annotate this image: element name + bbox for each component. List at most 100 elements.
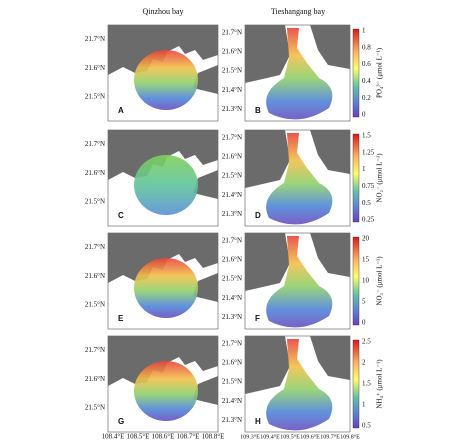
lon-label: 109.6°E — [300, 433, 320, 440]
colorbar-tick: 0.4 — [362, 77, 371, 85]
lat-label: 21.7°N — [222, 236, 242, 244]
land — [108, 130, 218, 180]
land — [310, 130, 350, 174]
panel-letter: G — [118, 417, 124, 426]
land — [310, 336, 350, 380]
lat-label: 21.6°N — [222, 358, 242, 366]
column-title: Tieshangang bay — [271, 7, 325, 16]
colorbar-tick: 0 — [362, 111, 366, 119]
lon-label: 108.6°E — [152, 433, 175, 440]
lat-label: 21.4°N — [222, 86, 242, 94]
lat-label: 21.4°N — [222, 397, 242, 405]
colorbar-tick: 0.5 — [362, 199, 371, 207]
panel-letter: E — [118, 314, 124, 323]
lat-label: 21.5°N — [85, 198, 105, 206]
lat-label: 21.7°N — [85, 346, 105, 354]
land — [193, 376, 218, 405]
colorbar-tick: 0 — [362, 319, 366, 327]
lon-label: 109.5°E — [280, 433, 300, 440]
land — [193, 273, 218, 302]
lon-label: 108.4°E — [102, 433, 125, 440]
lon-label: 109.3°E — [240, 433, 260, 440]
lat-label: 21.6°N — [85, 169, 105, 177]
panel-letter: A — [118, 106, 124, 115]
concentration-field — [266, 339, 333, 431]
colorbar-tick: 10 — [362, 277, 370, 285]
concentration-field — [266, 28, 333, 120]
lat-label: 21.3°N — [222, 416, 242, 424]
colorbar-tick: 0.8 — [362, 43, 371, 51]
lat-label: 21.7°N — [85, 140, 105, 148]
panel-letter: F — [255, 314, 260, 323]
lat-label: 21.3°N — [222, 105, 242, 113]
panel-letter: D — [255, 211, 261, 220]
lat-label: 21.6°N — [85, 64, 105, 72]
land — [245, 130, 290, 188]
lat-label: 21.7°N — [222, 28, 242, 36]
colorbar-tick: 5 — [362, 298, 366, 306]
concentration-field — [134, 155, 198, 215]
colorbar-label: PO₄³⁻ (μmol L⁻¹) — [376, 47, 384, 98]
lat-label: 21.7°N — [85, 35, 105, 43]
colorbar-tick: 2 — [362, 359, 366, 367]
colorbar-tick: 1 — [362, 27, 366, 35]
colorbar-tick: 0.75 — [362, 182, 375, 190]
lat-label: 21.6°N — [85, 272, 105, 280]
lon-label: 109.7°E — [320, 433, 340, 440]
lat-label: 21.5°N — [222, 378, 242, 386]
colorbar — [352, 236, 360, 326]
land — [310, 233, 350, 277]
colorbar-tick: 0.5 — [362, 422, 371, 430]
lat-label: 21.5°N — [222, 172, 242, 180]
colorbar-label: NO₂⁻ (μmol L⁻¹) — [376, 153, 384, 203]
colorbar — [352, 133, 360, 223]
lat-label: 21.5°N — [85, 301, 105, 309]
land — [108, 233, 218, 283]
land — [108, 336, 218, 386]
panel-letter: H — [255, 417, 261, 426]
colorbar — [352, 339, 360, 429]
land — [193, 65, 218, 94]
lat-label: 21.6°N — [222, 152, 242, 160]
lat-label: 21.5°N — [222, 67, 242, 75]
lon-label: 109.4°E — [260, 433, 280, 440]
concentration-field — [134, 361, 198, 421]
panel-letter: C — [118, 211, 124, 220]
colorbar-tick: 20 — [362, 235, 370, 243]
lat-label: 21.3°N — [222, 210, 242, 218]
lat-label: 21.4°N — [222, 294, 242, 302]
colorbar-tick: 1 — [362, 165, 366, 173]
land — [245, 233, 290, 291]
lat-label: 21.7°N — [222, 133, 242, 141]
land — [108, 25, 218, 75]
lat-label: 21.5°N — [222, 275, 242, 283]
colorbar-tick: 1.5 — [362, 380, 371, 388]
land — [245, 25, 290, 83]
colorbar-tick: 15 — [362, 256, 370, 264]
land — [310, 25, 350, 69]
concentration-field — [266, 133, 333, 225]
colorbar — [352, 28, 360, 118]
lon-label: 108.5°E — [127, 433, 150, 440]
land — [245, 336, 290, 394]
colorbar-tick: 1.25 — [362, 148, 375, 156]
land — [193, 170, 218, 199]
colorbar-tick: 0.2 — [362, 94, 371, 102]
lat-label: 21.7°N — [222, 339, 242, 347]
colorbar-tick: 1 — [362, 401, 366, 409]
colorbar-label: NH₄⁺ (μmol L⁻¹) — [376, 359, 384, 409]
colorbar-tick: 0.6 — [362, 60, 371, 68]
lat-label: 21.6°N — [222, 255, 242, 263]
lat-label: 21.4°N — [222, 191, 242, 199]
concentration-field — [134, 50, 198, 110]
lat-label: 21.5°N — [85, 404, 105, 412]
lat-label: 21.6°N — [222, 47, 242, 55]
column-title: Qinzhou bay — [142, 7, 183, 16]
colorbar-label: NO₃⁻ (μmol L⁻¹) — [376, 256, 384, 306]
concentration-field — [266, 236, 333, 328]
lat-label: 21.6°N — [85, 375, 105, 383]
lat-label: 21.5°N — [85, 93, 105, 101]
lat-label: 21.7°N — [85, 243, 105, 251]
lon-label: 108.8°E — [202, 433, 225, 440]
